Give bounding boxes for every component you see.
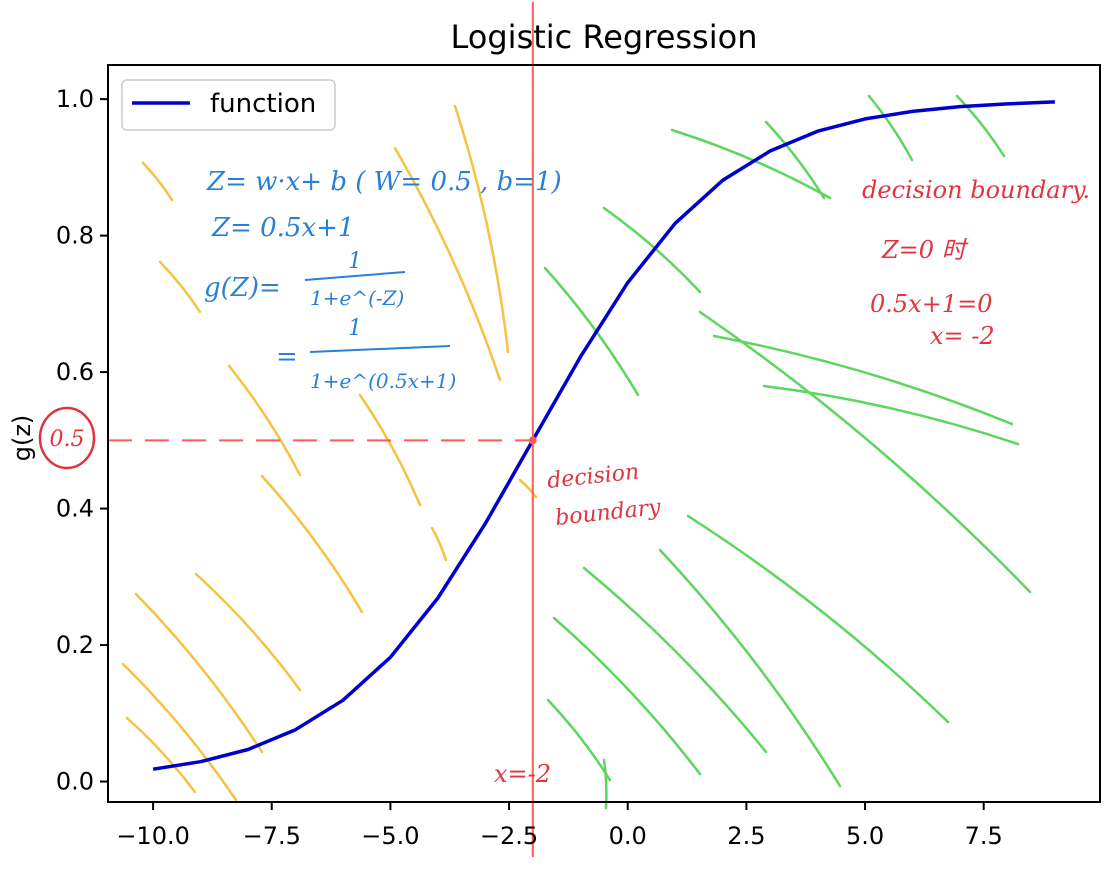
legend-label-function: function xyxy=(210,89,316,119)
left-hatch-stroke xyxy=(358,393,422,507)
right-hatch-stroke xyxy=(762,384,1020,446)
left-hatch-stroke xyxy=(430,526,448,562)
right-hatch-stroke xyxy=(552,616,702,776)
formula-line-2: Z= 0.5x+1 xyxy=(211,213,354,243)
right-hatch-stroke xyxy=(686,514,950,724)
right-hatch-stroke xyxy=(955,94,1006,158)
x-tick-label: −2.5 xyxy=(480,822,538,850)
x-equals-label: x=-2 xyxy=(494,760,551,788)
y-axis-label: g(z) xyxy=(8,415,36,462)
right-note-line-3: x= -2 xyxy=(930,322,995,350)
formula-line-4-numerator: 1 xyxy=(348,316,362,341)
left-hatch-stroke xyxy=(121,662,238,802)
chart-title: Logistic Regression xyxy=(451,18,758,56)
right-note-line-2: 0.5x+1=0 xyxy=(870,290,992,318)
left-hatch-stroke xyxy=(518,478,538,499)
formula-line-4-equals: = xyxy=(276,342,298,372)
formula-line-3-denominator: 1+e^(-Z) xyxy=(310,286,404,310)
y-tick-label: 0.4 xyxy=(56,495,94,523)
x-tick-label: 5.0 xyxy=(846,822,884,850)
red-annotations: 0.5 decision boundary x=-2 decision boun… xyxy=(38,176,1090,788)
x-tick-label: 0.0 xyxy=(609,822,647,850)
series-line-function xyxy=(152,100,1055,771)
left-region-hatching xyxy=(121,104,538,802)
left-hatch-stroke xyxy=(194,572,302,692)
x-axis-ticks: −10.0 −7.5 −5.0 −2.5 0.0 2.5 5.0 7.5 xyxy=(116,802,1003,850)
x-tick-label: 2.5 xyxy=(727,822,765,850)
left-hatch-stroke xyxy=(134,592,264,754)
y-tick-label: 1.0 xyxy=(56,85,94,113)
left-hatch-stroke xyxy=(260,474,364,614)
y-tick-label: 0.8 xyxy=(56,222,94,250)
series-function xyxy=(152,100,1055,771)
formula-notes: Z= w·x+ b ( W= 0.5 , b=1) Z= 0.5x+1 g(Z)… xyxy=(204,167,562,393)
right-hatch-stroke xyxy=(698,310,1032,594)
left-hatch-stroke xyxy=(158,260,202,314)
formula-line-4-bar xyxy=(309,345,451,353)
right-note-line-1: Z=0 时 xyxy=(881,236,969,264)
decision-boundary-line xyxy=(528,2,537,857)
formula-line-4-denominator: 1+e^(0.5x+1) xyxy=(310,369,456,393)
y-tick-label: 0.6 xyxy=(56,358,94,386)
x-tick-label: −7.5 xyxy=(243,822,301,850)
left-hatch-stroke xyxy=(227,364,302,477)
formula-line-1: Z= w·x+ b ( W= 0.5 , b=1) xyxy=(206,167,562,197)
left-hatch-stroke xyxy=(393,146,502,382)
right-hatch-stroke xyxy=(543,266,640,397)
threshold-label: 0.5 xyxy=(50,427,85,452)
plot-frame xyxy=(107,64,1101,803)
formula-line-3-lhs: g(Z)= xyxy=(204,273,281,303)
formula-line-3-numerator: 1 xyxy=(348,249,362,274)
right-hatch-stroke xyxy=(764,120,826,200)
legend-box xyxy=(121,79,336,131)
right-hatch-stroke xyxy=(867,94,914,162)
right-note-title: decision boundary. xyxy=(862,176,1090,204)
formula-line-3-bar xyxy=(304,271,406,281)
x-tick-label: −5.0 xyxy=(361,822,419,850)
right-hatch-stroke xyxy=(712,334,1014,426)
y-axis-ticks: 0.0 0.2 0.4 0.6 0.8 1.0 xyxy=(56,85,108,796)
right-hatch-stroke xyxy=(582,566,768,754)
right-hatch-stroke xyxy=(602,758,608,810)
left-hatch-stroke xyxy=(141,161,174,202)
x-tick-label: 7.5 xyxy=(965,822,1003,850)
intersection-point xyxy=(528,436,537,445)
x-tick-label: −10.0 xyxy=(116,822,190,850)
legend: function xyxy=(121,79,336,131)
threshold-circle xyxy=(38,406,96,470)
left-hatch-stroke xyxy=(125,716,197,794)
right-hatch-stroke xyxy=(658,548,842,788)
y-tick-label: 0.2 xyxy=(56,631,94,659)
y-tick-label: 0.0 xyxy=(56,768,94,796)
left-hatch-stroke xyxy=(453,104,510,354)
